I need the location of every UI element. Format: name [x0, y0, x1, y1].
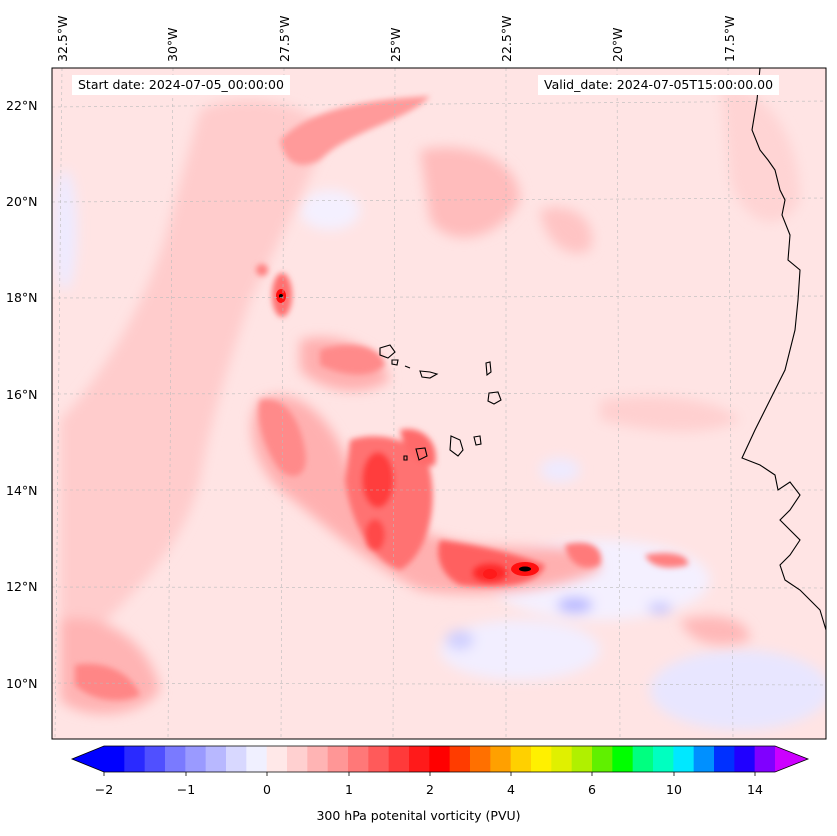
colorbar-segment	[754, 746, 776, 772]
colorbar-segment	[571, 746, 593, 772]
lat-label-20n: 20°N	[6, 194, 38, 209]
lon-label-25w: 25°W	[388, 27, 403, 62]
lon-label-22-5w: 22.5°W	[499, 15, 514, 62]
lat-label-12n: 12°N	[6, 579, 38, 594]
colorbar-segment	[348, 746, 369, 772]
colorbar-segment	[388, 746, 410, 772]
coastline	[741, 68, 826, 631]
graticule	[52, 68, 826, 739]
colorbar	[70, 745, 810, 776]
colorbar-segment	[714, 746, 735, 772]
colorbar-segment	[612, 746, 634, 772]
colorbar-segment	[673, 746, 695, 772]
colorbar-segment	[632, 746, 654, 772]
lon-label-20w: 20°W	[610, 27, 625, 62]
lat-label-18n: 18°N	[6, 290, 38, 305]
cbar-tick-label: −2	[94, 782, 114, 797]
colorbar-segment	[551, 746, 573, 772]
cbar-tick-label: −1	[176, 782, 196, 797]
colorbar-over-triangle	[775, 746, 808, 772]
colorbar-segment	[205, 746, 227, 772]
cbar-tick-label: 14	[747, 782, 763, 797]
colorbar-segment	[368, 746, 390, 772]
colorbar-label: 300 hPa potenital vorticity (PVU)	[316, 808, 521, 823]
valid-date-label: Valid_date: 2024-07-05T15:00:00.00	[538, 75, 780, 95]
pv-low-values	[53, 170, 826, 730]
colorbar-segment	[266, 746, 288, 772]
start-date-label: Start date: 2024-07-05_00:00:00	[72, 75, 290, 95]
lon-label-32-5w: 32.5°W	[55, 15, 70, 62]
colorbar-segment	[429, 746, 451, 772]
colorbar-segment	[531, 746, 552, 772]
lat-label-14n: 14°N	[6, 483, 38, 498]
cbar-tick-label: 10	[666, 782, 682, 797]
colorbar-segment	[510, 746, 532, 772]
lat-label-16n: 16°N	[6, 387, 38, 402]
colorbar-segment	[592, 746, 613, 772]
colorbar-segment	[287, 746, 308, 772]
colorbar-segment	[693, 746, 715, 772]
lon-label-30w: 30°W	[165, 27, 180, 62]
colorbar-segment	[653, 746, 674, 772]
colorbar-segment	[307, 746, 329, 772]
cbar-tick-label: 6	[588, 782, 596, 797]
colorbar-segment	[409, 746, 430, 772]
colorbar-segment	[165, 746, 186, 772]
lon-label-27-5w: 27.5°W	[277, 15, 292, 62]
colorbar-under-triangle	[72, 746, 104, 772]
cbar-tick-label: 0	[263, 782, 271, 797]
lat-label-10n: 10°N	[6, 676, 38, 691]
colorbar-segment	[734, 746, 756, 772]
map-border	[51, 67, 827, 740]
pv-maxima	[276, 289, 539, 579]
colorbar-segment	[226, 746, 247, 772]
colorbar-segment	[327, 746, 349, 772]
colorbar-segment	[490, 746, 512, 772]
colorbar-segment	[104, 746, 125, 772]
lon-label-17-5w: 17.5°W	[722, 15, 737, 62]
lat-label-22n: 22°N	[6, 98, 38, 113]
colorbar-segment	[246, 746, 268, 772]
cbar-tick-label: 1	[345, 782, 353, 797]
colorbar-segment	[185, 746, 207, 772]
cape-verde-islands	[379, 344, 502, 461]
colorbar-segment	[124, 746, 146, 772]
cbar-tick-label: 2	[426, 782, 434, 797]
colorbar-segment	[470, 746, 491, 772]
colorbar-segment	[144, 746, 166, 772]
colorbar-segment	[449, 746, 471, 772]
cbar-tick-label: 4	[507, 782, 515, 797]
